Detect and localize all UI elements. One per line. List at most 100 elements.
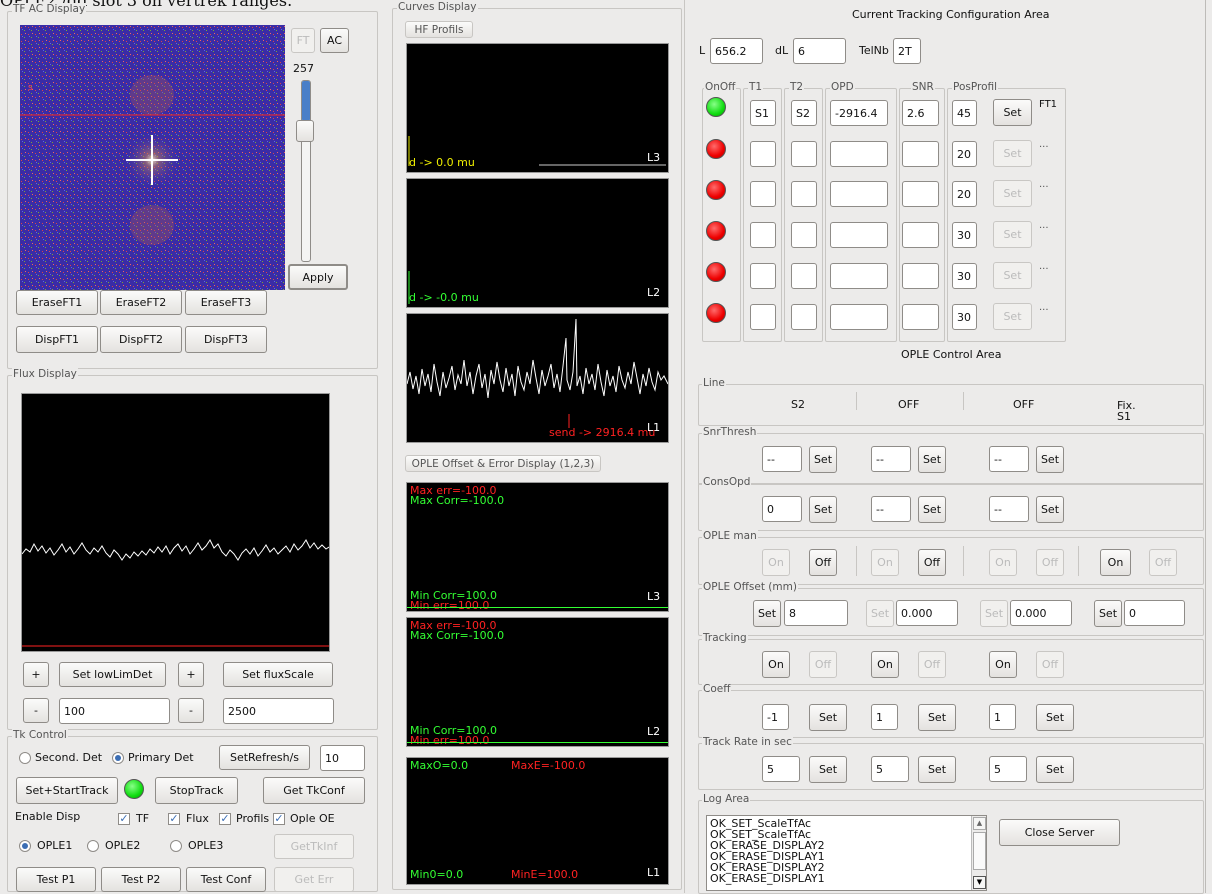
offset-set-1[interactable]: Set [753, 600, 781, 627]
flux-minus-left-button[interactable]: - [23, 698, 49, 723]
row1-pos[interactable]: 20 [952, 141, 977, 167]
ople2-radio[interactable] [87, 840, 99, 852]
tfac-slider-track[interactable] [301, 80, 311, 262]
profils-checkbox[interactable]: ✓ [219, 812, 231, 825]
row4-t2[interactable] [791, 263, 817, 289]
disp-ft3-button[interactable]: DispFT3 [185, 326, 267, 353]
row4-set-button[interactable]: Set [993, 262, 1032, 289]
row5-t1[interactable] [750, 304, 776, 330]
primary-det-radio[interactable] [112, 752, 124, 764]
offset-set-2[interactable]: Set [866, 600, 894, 627]
coeff-set-3[interactable]: Set [1036, 704, 1074, 731]
flux-checkbox[interactable]: ✓ [168, 812, 180, 825]
stop-track-button[interactable]: StopTrack [155, 777, 238, 804]
man-on-3[interactable]: On [989, 549, 1017, 576]
man-off-3[interactable]: Off [1036, 549, 1064, 576]
coeff-input-3[interactable]: 1 [989, 704, 1016, 730]
close-server-button[interactable]: Close Server [999, 819, 1120, 846]
log-listbox[interactable]: OK_SET_ScaleTfAc OK_SET_ScaleTfAc OK_ERA… [706, 815, 987, 891]
tracking-off-3[interactable]: Off [1036, 651, 1064, 678]
row3-snr[interactable] [902, 222, 939, 248]
snr-set-3[interactable]: Set [1036, 446, 1064, 473]
row4-pos[interactable]: 30 [952, 263, 977, 289]
test-p1-button[interactable]: Test P1 [16, 867, 96, 892]
cons-set-3[interactable]: Set [1036, 496, 1064, 523]
row5-t2[interactable] [791, 304, 817, 330]
set-start-track-button[interactable]: Set+StartTrack [16, 777, 118, 804]
offset-set-4[interactable]: Set [1094, 600, 1122, 627]
flux-minus-right-button[interactable]: - [178, 698, 204, 723]
row3-t1[interactable] [750, 222, 776, 248]
cons-input-2[interactable]: -- [871, 496, 911, 522]
row3-set-button[interactable]: Set [993, 221, 1032, 248]
man-off-1[interactable]: Off [809, 549, 837, 576]
snr-set-1[interactable]: Set [809, 446, 837, 473]
cons-set-1[interactable]: Set [809, 496, 837, 523]
get-tkinf-button[interactable]: GetTkInf [274, 834, 354, 859]
row3-opd[interactable] [830, 222, 888, 248]
row0-snr[interactable]: 2.6 [902, 100, 939, 126]
flux-plus-right-button[interactable]: + [178, 662, 204, 687]
flux-plus-left-button[interactable]: + [23, 662, 49, 687]
telnb-input[interactable]: 2T [893, 38, 921, 64]
row0-opd[interactable]: -2916.4 [830, 100, 888, 126]
rate-set-2[interactable]: Set [918, 756, 956, 783]
man-on-1[interactable]: On [762, 549, 790, 576]
tracking-off-1[interactable]: Off [809, 651, 837, 678]
offset-set-3[interactable]: Set [980, 600, 1008, 627]
row2-t2[interactable] [791, 181, 817, 207]
row1-t1[interactable] [750, 141, 776, 167]
row2-opd[interactable] [830, 181, 888, 207]
set-fluxscale-button[interactable]: Set fluxScale [223, 662, 333, 687]
offset-input-3[interactable]: 0.000 [1010, 600, 1072, 626]
disp-ft1-button[interactable]: DispFT1 [16, 326, 98, 353]
man-on-2[interactable]: On [871, 549, 899, 576]
test-conf-button[interactable]: Test Conf [186, 867, 266, 892]
offset-input-1[interactable]: 8 [784, 600, 848, 626]
snr-input-3[interactable]: -- [989, 446, 1029, 472]
row1-opd[interactable] [830, 141, 888, 167]
ft-button[interactable]: FT [291, 28, 315, 53]
tracking-on-1[interactable]: On [762, 651, 790, 678]
rate-set-1[interactable]: Set [809, 756, 847, 783]
tfac-slider-handle[interactable] [296, 120, 314, 142]
l-input[interactable]: 656.2 [710, 38, 763, 64]
apply-button[interactable]: Apply [288, 264, 348, 290]
get-tkconf-button[interactable]: Get TkConf [263, 777, 365, 804]
test-p2-button[interactable]: Test P2 [101, 867, 181, 892]
row5-snr[interactable] [902, 304, 939, 330]
row4-t1[interactable] [750, 263, 776, 289]
rate-input-1[interactable]: 5 [762, 756, 800, 782]
man-off-4[interactable]: Off [1149, 549, 1177, 576]
dl-input[interactable]: 6 [793, 38, 846, 64]
erase-ft1-button[interactable]: EraseFT1 [16, 290, 98, 315]
scroll-thumb[interactable] [973, 832, 986, 870]
row0-t2[interactable]: S2 [791, 100, 817, 126]
second-det-radio[interactable] [19, 752, 31, 764]
row1-t2[interactable] [791, 141, 817, 167]
ople1-radio[interactable] [19, 840, 31, 852]
ac-button[interactable]: AC [320, 28, 349, 53]
snr-set-2[interactable]: Set [918, 446, 946, 473]
snr-input-1[interactable]: -- [762, 446, 802, 472]
row2-set-button[interactable]: Set [993, 180, 1032, 207]
erase-ft3-button[interactable]: EraseFT3 [185, 290, 267, 315]
row2-t1[interactable] [750, 181, 776, 207]
scroll-down-icon[interactable]: ▼ [973, 876, 986, 889]
row3-t2[interactable] [791, 222, 817, 248]
coeff-input-2[interactable]: 1 [871, 704, 898, 730]
erase-ft2-button[interactable]: EraseFT2 [100, 290, 182, 315]
row2-pos[interactable]: 20 [952, 181, 977, 207]
row3-pos[interactable]: 30 [952, 222, 977, 248]
man-off-2[interactable]: Off [918, 549, 946, 576]
log-scrollbar[interactable]: ▲ ▼ [971, 816, 986, 890]
cons-input-1[interactable]: 0 [762, 496, 802, 522]
scroll-up-icon[interactable]: ▲ [973, 817, 986, 830]
tracking-off-2[interactable]: Off [918, 651, 946, 678]
tracking-on-2[interactable]: On [871, 651, 899, 678]
row0-t1[interactable]: S1 [750, 100, 776, 126]
coeff-set-2[interactable]: Set [918, 704, 956, 731]
ople3-radio[interactable] [170, 840, 182, 852]
offset-input-2[interactable]: 0.000 [896, 600, 958, 626]
row0-pos[interactable]: 45 [952, 100, 977, 126]
